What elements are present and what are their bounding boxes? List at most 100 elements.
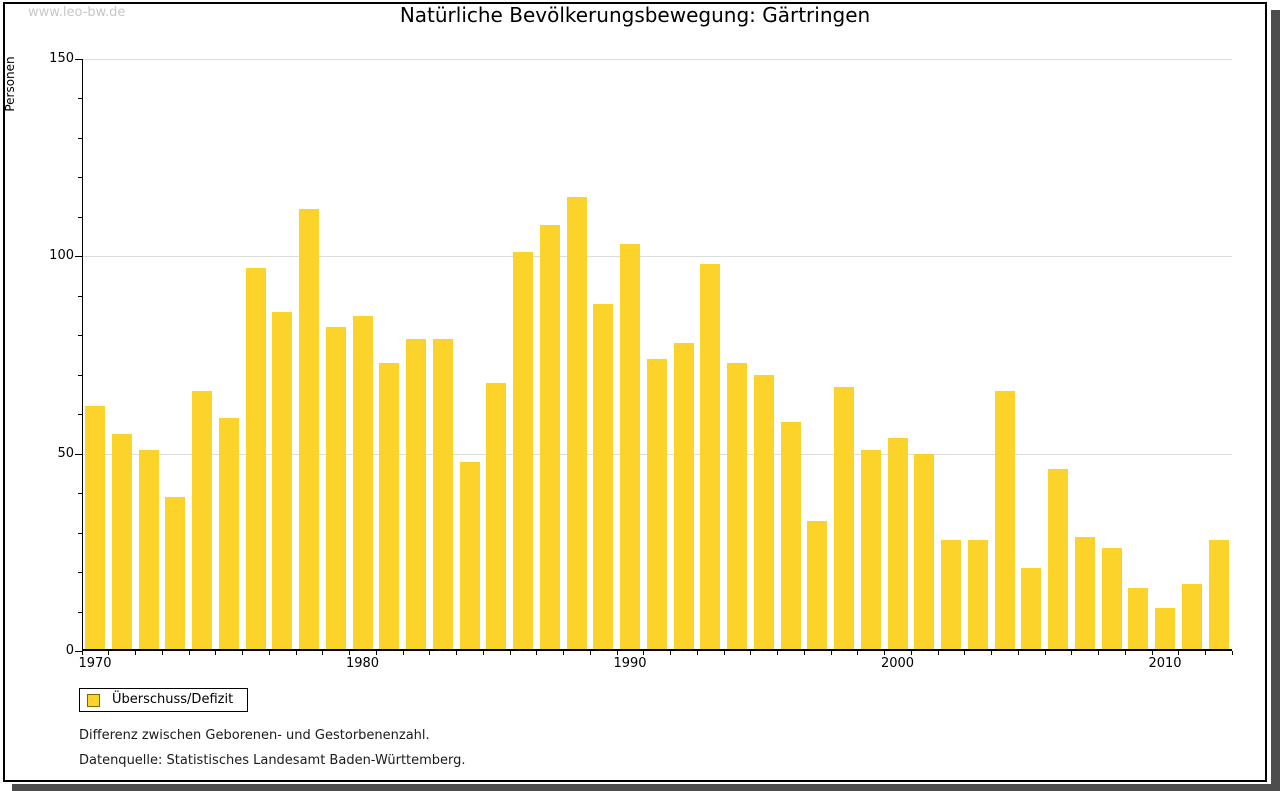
- x-axis-tick: [295, 651, 297, 655]
- y-axis-minor-tick: [78, 532, 82, 534]
- x-axis-tick: [937, 651, 939, 655]
- bar-1978: [299, 208, 319, 649]
- bar-1994: [727, 362, 747, 649]
- gridline-100: [82, 256, 1232, 258]
- x-axis-tick: [429, 651, 431, 655]
- window-shadow-bottom: [12, 784, 1280, 791]
- bar-1996: [780, 422, 801, 649]
- legend: Überschuss/Defizit: [79, 688, 248, 712]
- x-axis-tick: [1205, 651, 1207, 655]
- x-axis-tick: [1124, 651, 1126, 655]
- y-axis-line: [82, 59, 83, 651]
- bar-1983: [432, 339, 453, 649]
- x-axis-tick: [750, 651, 752, 655]
- bar-1973: [165, 497, 186, 649]
- x-axis-tick: [616, 651, 618, 655]
- bar-2005: [1021, 568, 1042, 649]
- bar-1977: [272, 311, 293, 649]
- y-axis-minor-tick: [78, 137, 82, 139]
- y-axis-tick-label: 100: [49, 248, 74, 264]
- x-axis-tick: [643, 651, 645, 655]
- bar-1984: [459, 461, 480, 649]
- x-axis-tick: [1098, 651, 1100, 655]
- bar-1980: [352, 315, 373, 649]
- x-axis-tick: [803, 651, 805, 655]
- bar-2006: [1048, 469, 1068, 649]
- x-axis-tick-label: 1970: [78, 656, 112, 671]
- x-axis-tick-label: 1990: [613, 656, 647, 671]
- chart-title: Natürliche Bevölkerungsbewegung: Gärtrin…: [399, 3, 871, 27]
- x-axis-tick-label: 2010: [1148, 656, 1182, 671]
- y-axis-tick-label: 0: [65, 643, 74, 658]
- y-axis-minor-tick: [78, 414, 82, 416]
- bar-1997: [807, 520, 828, 649]
- x-axis-tick: [536, 651, 538, 655]
- bar-1995: [753, 374, 774, 649]
- bar-2000: [887, 437, 908, 649]
- plot-area: 0 50 100 150 1970 1980 1990 2000 2010: [49, 51, 1233, 671]
- bar-1974: [192, 390, 212, 649]
- bar-2009: [1128, 587, 1149, 649]
- bar-1976: [245, 268, 266, 649]
- note-datasource: Datenquelle: Statistisches Landesamt Bad…: [79, 753, 466, 768]
- y-axis-minor-tick: [78, 216, 82, 218]
- x-axis-tick: [884, 651, 886, 655]
- y-axis-minor-tick: [78, 572, 82, 574]
- bar-1975: [218, 418, 239, 649]
- bar-2001: [914, 453, 935, 649]
- x-axis-tick: [161, 651, 163, 655]
- x-axis-tick: [1178, 651, 1180, 655]
- y-axis-minor-tick: [78, 611, 82, 613]
- bar-2008: [1101, 548, 1122, 649]
- x-axis-tick: [375, 651, 377, 655]
- bar-1990: [620, 244, 640, 649]
- x-axis-tick: [482, 651, 484, 655]
- legend-label: Überschuss/Defizit: [112, 692, 234, 707]
- x-axis-tick: [322, 651, 324, 655]
- y-axis-minor-tick: [78, 493, 82, 495]
- x-axis-tick: [910, 651, 912, 655]
- bar-2004: [994, 390, 1015, 649]
- bar-1972: [138, 449, 159, 649]
- bar-2010: [1155, 607, 1175, 649]
- x-axis-tick: [964, 651, 966, 655]
- x-axis-tick: [456, 651, 458, 655]
- x-axis-tick: [991, 651, 993, 655]
- x-axis-tick: [696, 651, 698, 655]
- y-axis-major-tick: [75, 453, 82, 455]
- x-axis-tick: [723, 651, 725, 655]
- x-axis-tick: [108, 651, 110, 655]
- x-axis-tick: [563, 651, 565, 655]
- legend-color-swatch: [87, 693, 100, 707]
- y-axis-tick-label: 50: [57, 445, 74, 461]
- x-axis-tick: [670, 651, 672, 655]
- x-axis-tick-label: 1980: [345, 656, 380, 671]
- x-axis-tick: [857, 651, 859, 655]
- y-axis-minor-tick: [78, 98, 82, 100]
- bar-2007: [1074, 536, 1095, 649]
- x-axis-tick: [777, 651, 779, 655]
- x-axis-tick: [1017, 651, 1019, 655]
- x-axis-tick: [135, 651, 137, 655]
- y-axis-label: Personen: [3, 56, 17, 112]
- x-axis-tick: [509, 651, 511, 655]
- x-axis-tick: [1151, 651, 1153, 655]
- watermark: www.leo-bw.de: [28, 5, 126, 20]
- y-axis-minor-tick: [78, 177, 82, 179]
- gridline-150: [82, 59, 1232, 60]
- bar-2003: [967, 540, 988, 649]
- x-axis-tick: [1231, 651, 1233, 655]
- bar-1998: [834, 386, 854, 649]
- bar-1999: [860, 449, 881, 649]
- y-axis-major-tick: [75, 59, 82, 60]
- bar-1970: [85, 406, 105, 649]
- y-axis-minor-tick: [78, 335, 82, 337]
- bar-2011: [1181, 583, 1202, 649]
- x-axis-tick: [81, 651, 83, 655]
- bar-1988: [566, 197, 587, 649]
- bar-1979: [325, 327, 346, 649]
- bar-1982: [406, 339, 426, 649]
- bar-1985: [486, 382, 507, 649]
- y-axis-major-tick: [75, 651, 82, 652]
- y-axis-minor-tick: [78, 295, 82, 297]
